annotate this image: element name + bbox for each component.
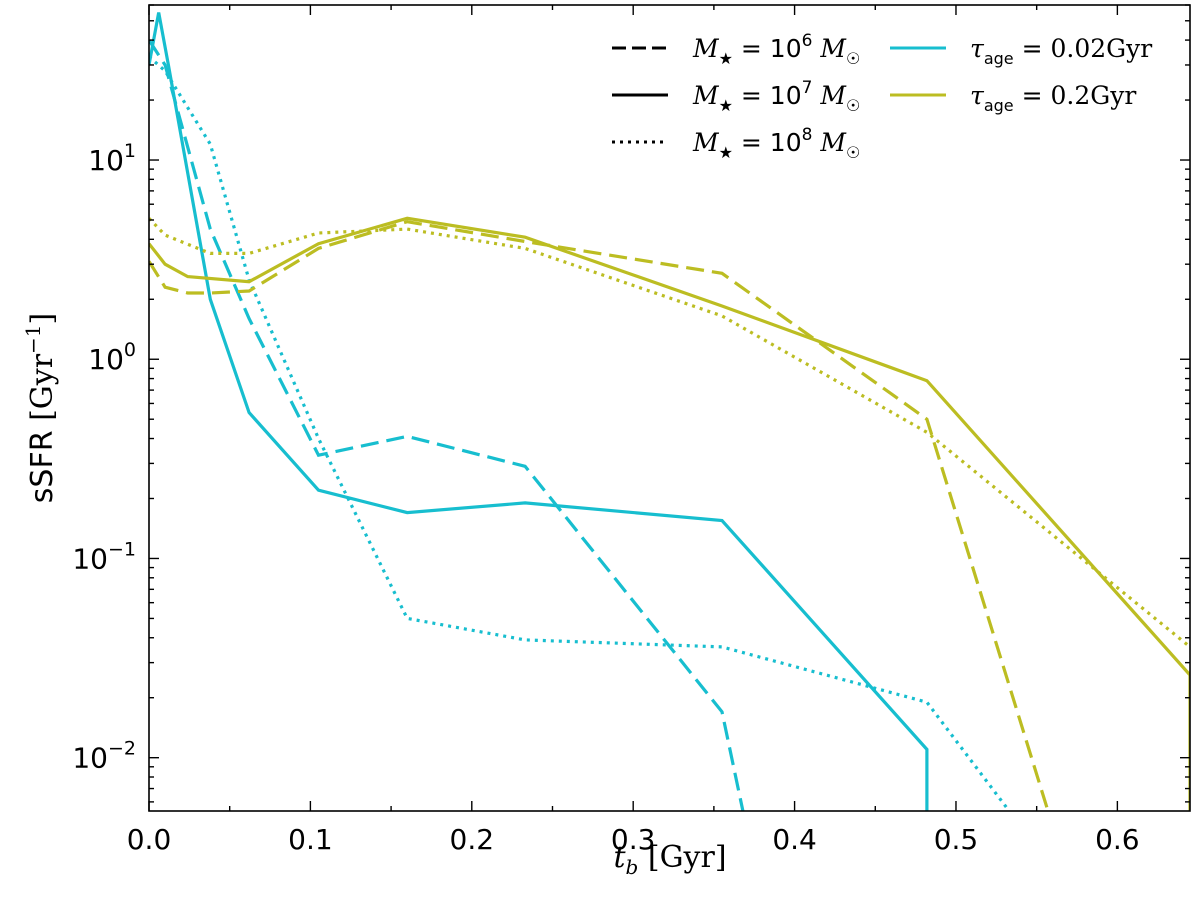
x-tick-label: 0.3 <box>611 823 656 856</box>
y-axis-ticks: 10−2 10−1 100 101 <box>72 4 1190 803</box>
plot-frame <box>148 4 1191 812</box>
y-axis-label: sSFR [Gyr−1] <box>21 313 60 503</box>
legend-label-mass-1e8: M★ = 108 M☉ <box>692 125 860 162</box>
y-tick-label: 10−1 <box>72 538 136 575</box>
series-layer <box>149 12 1190 811</box>
x-axis-label: tb [Gyr] <box>613 840 726 879</box>
x-tick-label: 0.4 <box>772 823 817 856</box>
y-tick-label: 10−2 <box>72 738 136 775</box>
legend-label-tau-0.02: τage = 0.02Gyr <box>970 34 1152 68</box>
y-tick-label: 101 <box>88 140 136 177</box>
series-line-tau-0.2Gyr-mass-1e8 <box>149 217 1190 649</box>
series-line-tau-0.2Gyr-mass-1e6 <box>149 220 1050 811</box>
legend: M★ = 106 M☉ M★ = 107 M☉ M★ = 108 M☉ τage… <box>612 31 1152 162</box>
x-tick-label: 0.2 <box>450 823 495 856</box>
x-tick-label: 0.0 <box>127 823 172 856</box>
series-line-tau-0.02Gyr-mass-1e8 <box>149 55 1011 811</box>
series-line-tau-0.02Gyr-mass-1e6 <box>149 39 745 811</box>
x-tick-label: 0.1 <box>288 823 333 856</box>
legend-label-tau-0.2: τage = 0.2Gyr <box>970 81 1136 115</box>
x-axis-ticks: 0.0 0.1 0.2 0.3 0.4 0.5 0.6 <box>127 5 1140 856</box>
y-tick-label: 100 <box>88 339 136 376</box>
x-tick-label: 0.5 <box>934 823 979 856</box>
x-tick-label: 0.6 <box>1095 823 1140 856</box>
series-line-tau-0.02Gyr-mass-1e7 <box>149 12 929 811</box>
series-line-tau-0.2Gyr-mass-1e7 <box>149 216 1190 811</box>
legend-label-mass-1e7: M★ = 107 M☉ <box>692 78 860 115</box>
legend-label-mass-1e6: M★ = 106 M☉ <box>692 31 860 68</box>
